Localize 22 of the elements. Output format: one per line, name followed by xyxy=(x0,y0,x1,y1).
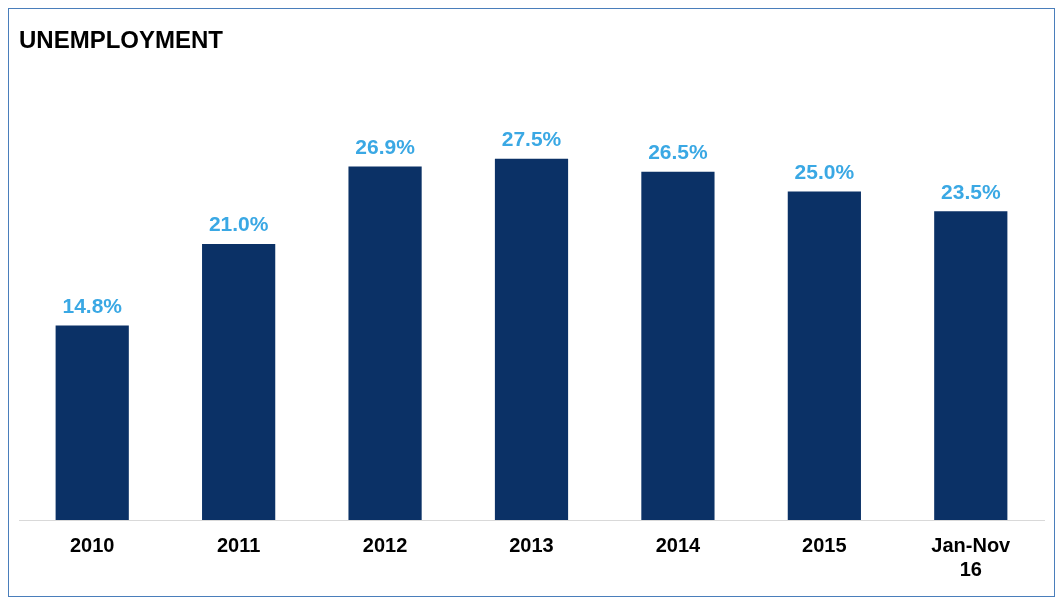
x-tick-label: 2015 xyxy=(802,533,847,556)
bar xyxy=(348,166,422,520)
x-tick-label: 2011 xyxy=(216,533,261,556)
x-tick-label: 2010 xyxy=(69,533,115,556)
bar xyxy=(934,211,1008,520)
bar xyxy=(641,171,715,520)
x-tick-label: 2012 xyxy=(362,533,408,556)
bar xyxy=(202,244,276,520)
bar xyxy=(494,158,569,520)
data-label: 27.5% xyxy=(501,126,562,150)
x-tick-label: 2014 xyxy=(655,533,702,556)
bar xyxy=(55,325,129,520)
data-label: 26.5% xyxy=(648,140,709,164)
chart-title: UNEMPLOYMENT xyxy=(19,26,224,54)
data-label: 26.9% xyxy=(355,134,416,158)
x-tick-label: 2013 xyxy=(509,533,554,556)
bar xyxy=(787,191,861,520)
x-tick-label: Jan-Nov 16 xyxy=(931,533,1012,580)
data-label: 21.0% xyxy=(208,212,269,236)
data-label: 25.0% xyxy=(794,159,855,183)
data-label: 23.5% xyxy=(941,179,1001,203)
data-label: 14.8% xyxy=(62,293,123,317)
